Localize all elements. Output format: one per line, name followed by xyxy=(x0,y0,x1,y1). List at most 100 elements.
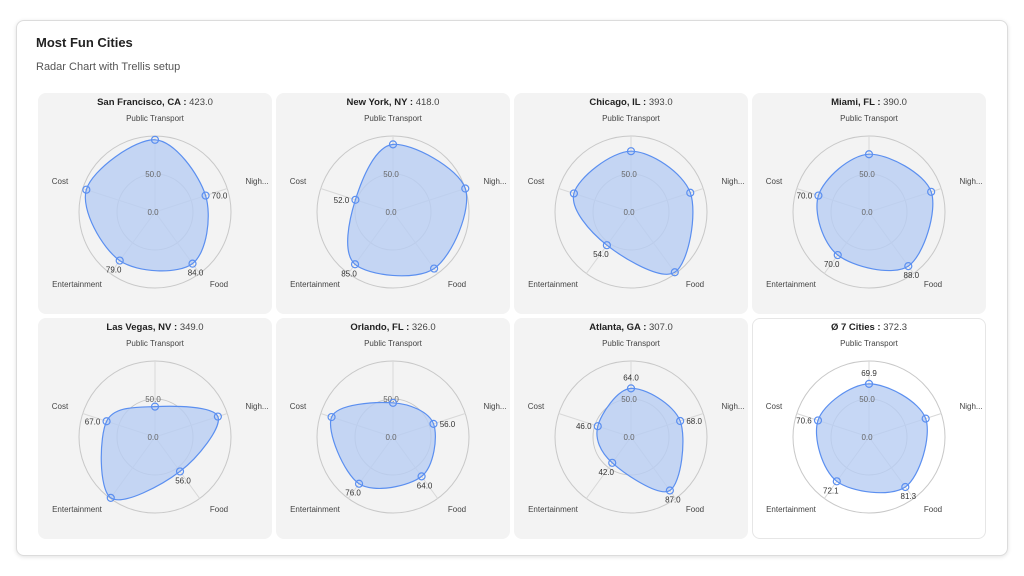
panel-city-name: Orlando, FL : xyxy=(350,322,412,333)
radar-area xyxy=(816,153,934,272)
axis-label: Cost xyxy=(528,177,545,186)
data-point xyxy=(593,422,602,431)
data-label: 79.0 xyxy=(106,266,122,275)
data-label: 70.0 xyxy=(824,260,840,269)
axis-label: Cost xyxy=(52,402,69,411)
axis-label: Cost xyxy=(766,402,783,411)
panel-title: Las Vegas, NV : 349.0 xyxy=(39,322,271,333)
axis-label: Nigh... xyxy=(483,402,506,411)
data-point xyxy=(904,262,913,271)
data-label: 84.0 xyxy=(188,269,204,278)
data-point xyxy=(833,250,842,260)
data-point xyxy=(927,187,936,196)
data-point xyxy=(608,458,617,467)
tick-label: 0.0 xyxy=(861,208,873,217)
radar-panel: Public Transport Nigh... Food Entertainment… xyxy=(276,318,510,539)
data-label: 42.0 xyxy=(598,468,614,477)
data-point xyxy=(201,191,210,200)
axis-label: Food xyxy=(686,505,704,514)
tick-label: 50.0 xyxy=(145,395,161,404)
data-point xyxy=(901,482,910,492)
data-point xyxy=(686,188,695,197)
data-point xyxy=(106,493,115,502)
data-point xyxy=(327,412,336,422)
tick-label: 50.0 xyxy=(621,395,637,404)
data-point xyxy=(665,486,674,495)
data-point xyxy=(82,185,91,194)
data-label: 70.0 xyxy=(212,192,228,201)
axis-label: Food xyxy=(448,505,466,514)
radar-area xyxy=(84,139,209,272)
panel-title: Miami, FL : 390.0 xyxy=(753,97,985,108)
panel-total: 326.0 xyxy=(411,322,436,333)
axis-label: Cost xyxy=(766,177,783,186)
data-label: 70.6 xyxy=(796,416,812,425)
data-point xyxy=(115,256,124,265)
data-point xyxy=(461,184,470,193)
tick-label: 50.0 xyxy=(859,395,875,404)
axis-label: Public Transport xyxy=(840,339,899,348)
page-title: Most Fun Cities xyxy=(36,35,133,50)
data-label: 56.0 xyxy=(175,476,191,485)
data-point xyxy=(417,472,426,481)
radar-area xyxy=(329,401,436,490)
radar-panel: Public Transport Nigh... Food Entertainment… xyxy=(276,93,510,314)
data-label: 69.9 xyxy=(861,369,877,378)
data-point xyxy=(350,260,360,269)
radar-area xyxy=(100,405,219,501)
axis-label: Public Transport xyxy=(602,339,661,348)
panel-city-name: New York, NY : xyxy=(346,97,416,108)
panel-title: Atlanta, GA : 307.0 xyxy=(515,322,747,333)
data-label: 76.0 xyxy=(345,489,361,498)
axis-label: Cost xyxy=(290,177,307,186)
data-label: 70.0 xyxy=(797,192,813,201)
data-label: 72.1 xyxy=(823,486,839,495)
data-label: 54.0 xyxy=(593,250,609,259)
tick-label: 50.0 xyxy=(621,170,637,179)
data-label: 46.0 xyxy=(576,422,592,431)
axis-label: Entertainment xyxy=(528,280,579,289)
data-label: 64.0 xyxy=(417,481,433,490)
panel-city-name: Atlanta, GA : xyxy=(589,322,650,333)
data-point xyxy=(569,189,578,198)
data-point xyxy=(921,414,930,423)
tick-label: 0.0 xyxy=(147,433,159,442)
data-label: 56.0 xyxy=(440,420,456,429)
panel-total: 393.0 xyxy=(648,97,673,108)
radar-area xyxy=(347,143,468,277)
data-label: 81.3 xyxy=(901,492,917,501)
radar-panel: Public Transport Nigh... Food Entertainment… xyxy=(38,318,272,539)
axis-label: Entertainment xyxy=(766,280,817,289)
radar-chart: Public Transport Nigh... Food Entertainment… xyxy=(528,114,745,289)
axis-label: Entertainment xyxy=(52,505,103,514)
axis-label: Nigh... xyxy=(721,177,744,186)
data-point xyxy=(388,398,398,407)
data-point xyxy=(429,264,439,273)
panel-total: 372.3 xyxy=(883,322,908,333)
axis-label: Entertainment xyxy=(290,505,341,514)
data-point xyxy=(626,147,636,156)
axis-label: Public Transport xyxy=(364,339,423,348)
radar-area xyxy=(815,383,928,494)
axis-label: Food xyxy=(924,280,942,289)
data-point xyxy=(864,379,874,388)
data-label: 87.0 xyxy=(665,495,681,504)
data-point xyxy=(150,402,160,411)
panel-title: Chicago, IL : 393.0 xyxy=(515,97,747,108)
data-point xyxy=(813,416,823,425)
data-point xyxy=(676,416,685,426)
axis-label: Entertainment xyxy=(528,505,579,514)
data-point xyxy=(864,150,874,159)
data-point xyxy=(602,241,611,250)
radar-panel: Public Transport Nigh... Food Entertainment… xyxy=(514,318,748,539)
axis-label: Public Transport xyxy=(364,114,423,123)
panel-city-name: Ø 7 Cities : xyxy=(830,322,884,333)
panel-title: Orlando, FL : 326.0 xyxy=(277,322,509,333)
panel-total: 418.0 xyxy=(415,97,440,108)
radar-panel: Public Transport Nigh... Food Entertainment… xyxy=(514,93,748,314)
radar-chart: Public Transport Nigh... Food Entertainment… xyxy=(528,339,745,514)
tick-label: 50.0 xyxy=(145,170,161,179)
axis-label: Entertainment xyxy=(52,280,103,289)
tick-label: 0.0 xyxy=(147,208,159,217)
axis-label: Cost xyxy=(52,177,69,186)
